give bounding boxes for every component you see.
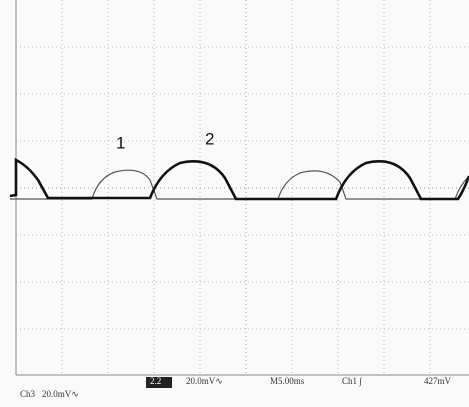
trace-2	[9, 157, 469, 201]
channel-scale: 20.0mV∿	[186, 376, 223, 386]
trace-label: 2	[205, 129, 214, 148]
trigger-source: Ch1 ∫	[342, 376, 363, 387]
channel-label: Ch3	[20, 389, 36, 399]
channel-box	[146, 377, 172, 388]
trigger-level: 427mV	[424, 376, 452, 386]
grid	[15, 0, 469, 376]
trace-label: 1	[116, 133, 125, 152]
channel-scale: 20.0mV∿	[42, 389, 79, 399]
channel-label: 2.2	[150, 376, 161, 386]
timebase: M5.00ms	[270, 376, 305, 386]
